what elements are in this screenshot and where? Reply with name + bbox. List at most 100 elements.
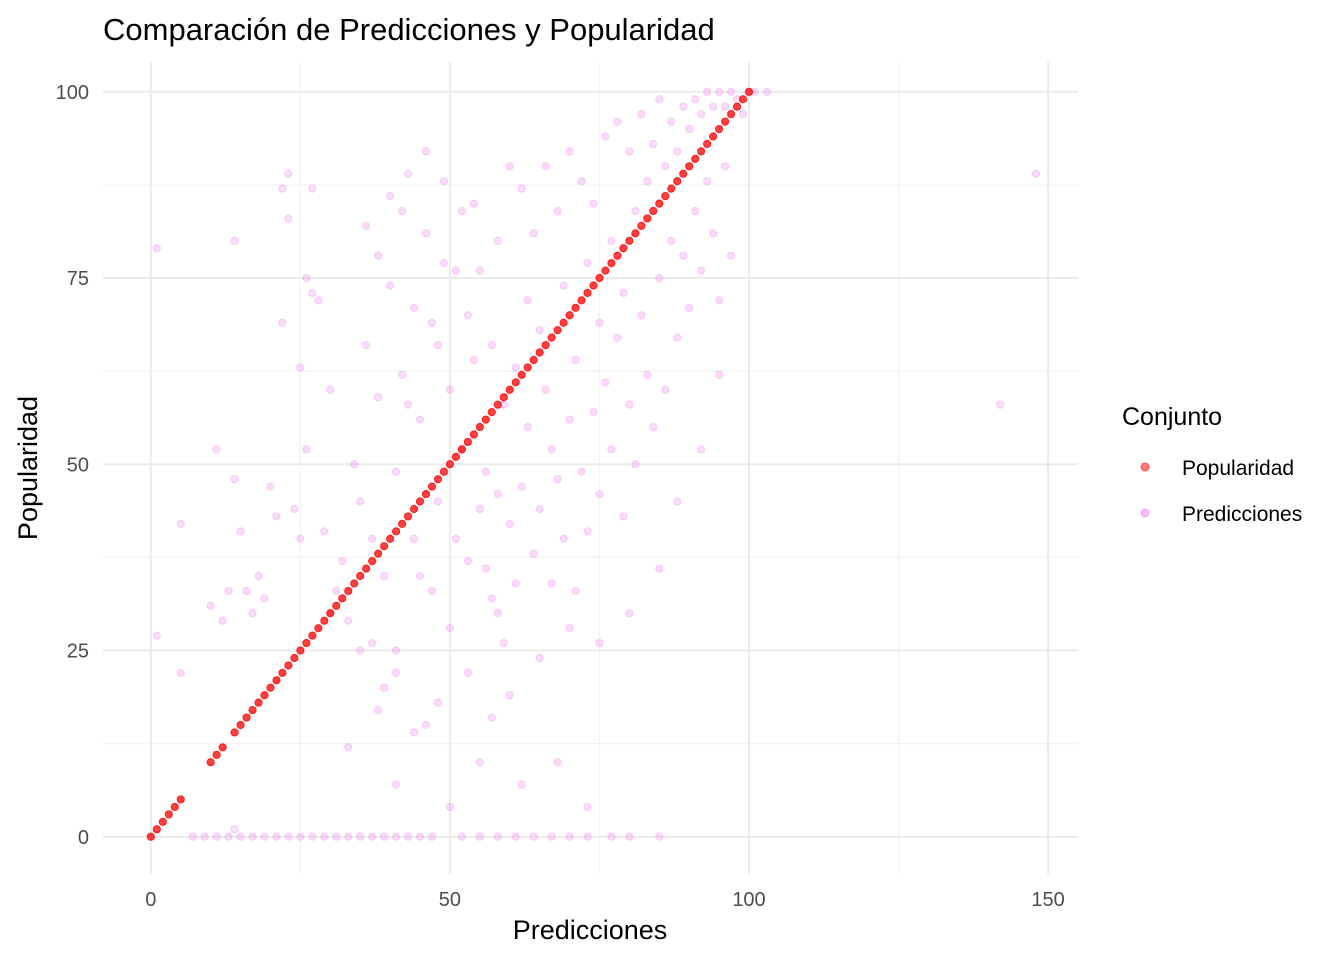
predicciones-point [236,527,245,536]
y-tick-labels: 0 25 50 75 100 [56,82,89,849]
predicciones-point [391,668,401,677]
popularidad-point [421,489,431,499]
popularidad-point [356,571,365,581]
predicciones-point [487,340,496,350]
predicciones-point [559,534,568,543]
popularidad-point [409,504,419,514]
x-tick-label: 150 [1031,889,1064,911]
predicciones-point [535,653,544,663]
predicciones-point [577,467,586,476]
predicciones-point [266,482,275,491]
popularidad-point [475,422,484,432]
predicciones-point [679,102,688,111]
predicciones-point [685,303,694,312]
predicciones-point [511,579,520,588]
popularidad-point [571,303,580,312]
popularidad-point [457,445,466,454]
predicciones-point [356,646,365,655]
popularidad-point [463,437,472,447]
predicciones-point [720,102,730,111]
predicciones-point [206,601,215,610]
predicciones-point [726,87,736,96]
popularidad-point [445,460,455,469]
predicciones-point [697,445,706,454]
predicciones-point [559,281,568,290]
predicciones-point [583,259,592,268]
legend-label-predicciones: Predicciones [1182,503,1302,526]
predicciones-point [368,832,377,841]
popularidad-point [613,251,622,260]
predicciones-point [188,832,197,841]
predicciones-point [433,698,443,707]
predicciones-point [362,340,371,350]
popularidad-point [296,646,305,655]
predicciones-point [356,497,365,506]
popularidad-point [493,400,502,409]
predicciones-point [380,571,389,581]
predicciones-point [565,415,574,424]
legend-title: Conjunto [1122,403,1222,431]
predicciones-point [415,571,425,581]
predicciones-point [403,169,413,178]
popularidad-point [517,370,526,379]
predicciones-point [505,162,514,171]
predicciones-point [613,117,622,126]
popularidad-point [565,311,574,320]
predicciones-point [625,147,634,156]
predicciones-point [391,646,401,655]
popularidad-point [744,87,754,96]
predicciones-point [260,832,269,841]
predicciones-point [236,832,245,841]
predicciones-point [583,527,592,536]
legend-key-popularidad [1140,462,1150,472]
popularidad-point [326,609,335,618]
predicciones-point [230,825,239,834]
popularidad-point [625,236,634,245]
popularidad-point [732,102,742,111]
predicciones-point [463,668,472,677]
predicciones-point [350,460,359,469]
predicciones-point [451,534,461,543]
predicciones-point [643,370,652,379]
predicciones-point [607,236,616,245]
predicciones-point [451,266,461,275]
predicciones-point [487,713,496,722]
popularidad-point [415,497,425,506]
popularidad-point [649,206,658,216]
predicciones-point [176,519,185,528]
popularidad-point [170,802,179,812]
predicciones-point [278,184,287,193]
predicciones-point [709,229,718,238]
predicciones-point [607,445,616,454]
popularidad-point [158,817,167,826]
predicciones-point [338,557,347,566]
popularidad-point [643,214,652,223]
predicciones-point [667,117,676,126]
predicciones-point [607,832,616,841]
predicciones-point [703,177,712,186]
popularidad-point [344,586,353,596]
predicciones-point [368,638,377,648]
popularidad-point [685,162,694,171]
predicciones-point [553,475,562,484]
predicciones-point [391,780,401,789]
predicciones-point [248,832,257,841]
predicciones-point [386,281,395,290]
predicciones-point [673,333,682,342]
predicciones-point [403,832,413,841]
predicciones-point [493,832,502,841]
predicciones-point [553,758,562,767]
popularidad-point [248,706,257,715]
y-tick-label: 50 [67,454,89,476]
predicciones-point [595,489,604,499]
popularidad-point [726,110,736,119]
predicciones-point [445,624,455,633]
predicciones-point [427,586,437,596]
y-tick-label: 0 [78,827,89,849]
predicciones-point [254,571,263,581]
popularidad-point [284,661,293,670]
predicciones-point [433,497,443,506]
popularidad-point [368,557,377,566]
popularidad-point [523,363,532,372]
predicciones-point [631,206,640,216]
